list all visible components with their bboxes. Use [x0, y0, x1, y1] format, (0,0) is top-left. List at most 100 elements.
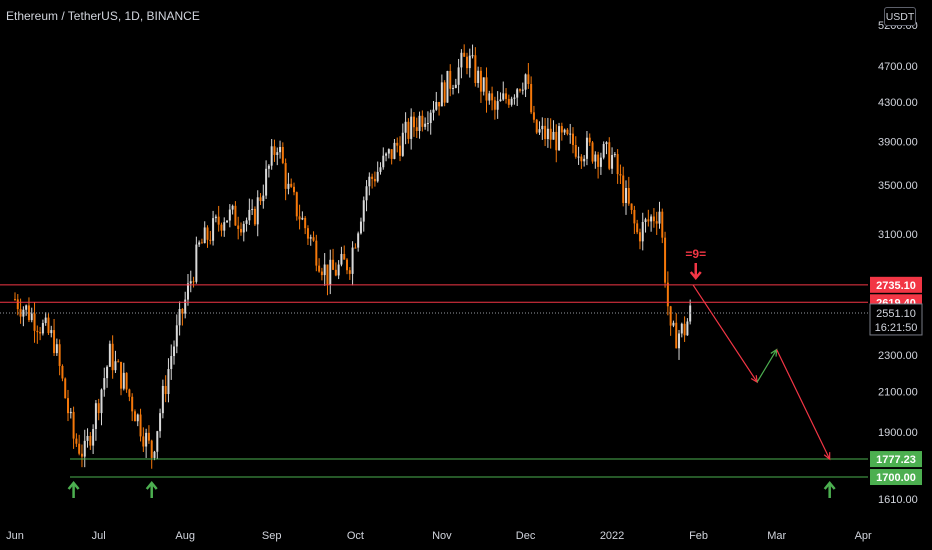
candle-body — [351, 247, 354, 274]
candle-body — [563, 129, 566, 133]
candle-body — [164, 385, 167, 395]
candle-body — [326, 264, 329, 285]
x-tick-label: Jun — [6, 530, 24, 542]
candle-body — [477, 70, 480, 83]
y-tick-label: 2300.00 — [878, 350, 918, 362]
candle-body — [265, 168, 268, 196]
candle-body — [661, 211, 664, 238]
currency-button[interactable]: USDT — [884, 7, 916, 26]
candle-body — [424, 123, 427, 127]
candle-body — [72, 411, 75, 439]
candle-body — [287, 183, 290, 189]
candle-body — [78, 443, 81, 454]
candle-body — [226, 220, 229, 223]
candle-body — [220, 224, 223, 231]
candle-body — [675, 322, 678, 349]
candle-body — [301, 217, 304, 220]
candle-body — [602, 144, 605, 158]
candle-body — [245, 220, 248, 224]
candle-body — [382, 155, 385, 168]
up-arrow-head-icon — [67, 481, 80, 490]
candle-body — [560, 126, 563, 133]
candle-body — [471, 55, 474, 57]
candle-body — [203, 227, 206, 244]
candle-body — [599, 157, 602, 167]
projection-arrowhead — [823, 452, 831, 461]
candle-body — [373, 178, 376, 182]
candle-body — [544, 125, 547, 140]
candle-body — [329, 259, 332, 285]
candle-body — [613, 154, 616, 156]
candle-body — [251, 208, 254, 210]
candle-body — [354, 247, 357, 249]
candle-body — [482, 77, 485, 92]
candle-body — [644, 219, 647, 223]
chart-title: Ethereum / TetherUS, 1D, BINANCE — [6, 9, 200, 23]
countdown-label: 16:21:50 — [875, 322, 918, 334]
support-badge — [870, 451, 922, 468]
candle-body — [591, 142, 594, 162]
candle-body — [689, 305, 692, 322]
candle-body — [33, 313, 36, 331]
candle-body — [223, 222, 226, 231]
y-tick-label: 1610.00 — [878, 494, 918, 506]
x-tick-label: Jul — [92, 530, 106, 542]
candle-body — [650, 216, 653, 222]
candle-body — [513, 97, 516, 99]
candle-body — [594, 154, 597, 162]
candle-body — [385, 153, 388, 156]
candle-body — [686, 321, 689, 336]
candle-body — [92, 429, 95, 446]
candle-body — [114, 361, 117, 371]
signal-arrows — [67, 263, 836, 498]
candle-body — [284, 163, 287, 189]
candle-body — [410, 116, 413, 139]
candle-body — [167, 369, 170, 395]
candle-body — [131, 396, 134, 412]
candle-body — [510, 98, 513, 105]
candle-body — [30, 313, 33, 321]
candle-body — [147, 432, 150, 441]
candle-body — [14, 299, 16, 301]
price-axis[interactable]: 5200.004700.004300.003900.003500.003100.… — [878, 20, 918, 506]
candle-body — [493, 100, 496, 110]
candle-body — [178, 308, 181, 326]
candle-body — [348, 270, 351, 274]
candle-body — [641, 222, 644, 242]
candle-body — [577, 156, 580, 158]
candle-body — [530, 84, 533, 113]
support-badge — [870, 469, 922, 486]
candle-body — [25, 305, 28, 310]
current-price-badge — [869, 303, 923, 336]
candle-body — [387, 149, 390, 154]
candle-body — [228, 209, 231, 221]
candle-body — [150, 440, 153, 458]
candle-body — [100, 389, 103, 414]
candle-body — [175, 325, 178, 347]
candle-body — [652, 216, 655, 222]
candle-body — [507, 98, 510, 105]
candle-body — [527, 74, 530, 85]
candle-body — [524, 74, 527, 90]
candle-body — [267, 165, 270, 169]
candle-body — [376, 171, 379, 182]
candle-body — [83, 440, 86, 457]
candle-body — [47, 317, 50, 334]
candle-body — [86, 435, 89, 441]
time-axis[interactable]: Jun Jul Aug Sep Oct Nov Dec 2022 Feb Mar Apr — [6, 530, 872, 542]
candle-body — [315, 240, 318, 266]
candle-body — [44, 317, 47, 323]
candle-body — [496, 101, 499, 110]
candle-body — [569, 133, 572, 135]
x-tick-label: Sep — [262, 530, 282, 542]
candle-body — [666, 282, 669, 307]
candle-body — [295, 192, 298, 217]
candle-body — [184, 299, 187, 314]
candle-body — [340, 253, 343, 265]
x-tick-label: Nov — [432, 530, 452, 542]
candle-body — [53, 330, 56, 354]
candle-body — [139, 414, 142, 437]
candle-body — [491, 93, 494, 101]
candle-body — [552, 131, 555, 140]
